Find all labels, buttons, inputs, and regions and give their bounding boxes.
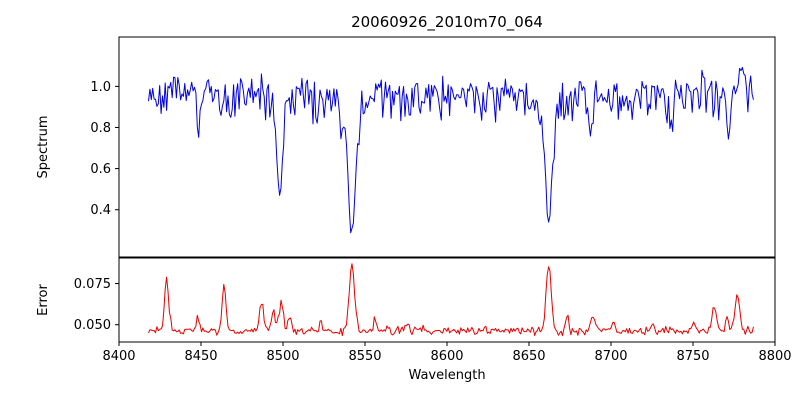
x-axis-label: Wavelength: [408, 368, 485, 383]
x-tick-label: 8700: [594, 349, 627, 364]
error-line: [148, 263, 754, 337]
plot-content: 8400 8450 8500 8550 8600 8650 8700 8750 8800 0.4 0…: [74, 36, 792, 364]
x-tick-label: 8550: [348, 349, 381, 364]
x-tick-label: 8400: [102, 349, 135, 364]
x-tick-label: 8600: [430, 349, 463, 364]
error-panel-border: [118, 257, 776, 343]
x-tick-label: 8650: [512, 349, 545, 364]
spectrum-panel-border: [118, 36, 776, 258]
x-tick-label: 8500: [266, 349, 299, 364]
y-tick-label: 0.050: [74, 318, 111, 333]
x-tick-label: 8800: [758, 349, 791, 364]
chart-title: 20060926_2010m70_064: [351, 13, 543, 32]
spectrum-y-axis-label: Spectrum: [36, 116, 51, 179]
y-tick-label: 0.6: [90, 162, 111, 177]
error-y-axis-label: Error: [36, 284, 51, 316]
y-tick-label: 1.0: [90, 80, 111, 95]
spectrum-line: [148, 66, 754, 234]
x-tick-label: 8450: [184, 349, 217, 364]
y-tick-label: 0.4: [90, 203, 111, 218]
x-tick-label: 8750: [676, 349, 709, 364]
y-tick-label: 0.8: [90, 121, 111, 136]
y-tick-label: 0.075: [74, 277, 111, 292]
